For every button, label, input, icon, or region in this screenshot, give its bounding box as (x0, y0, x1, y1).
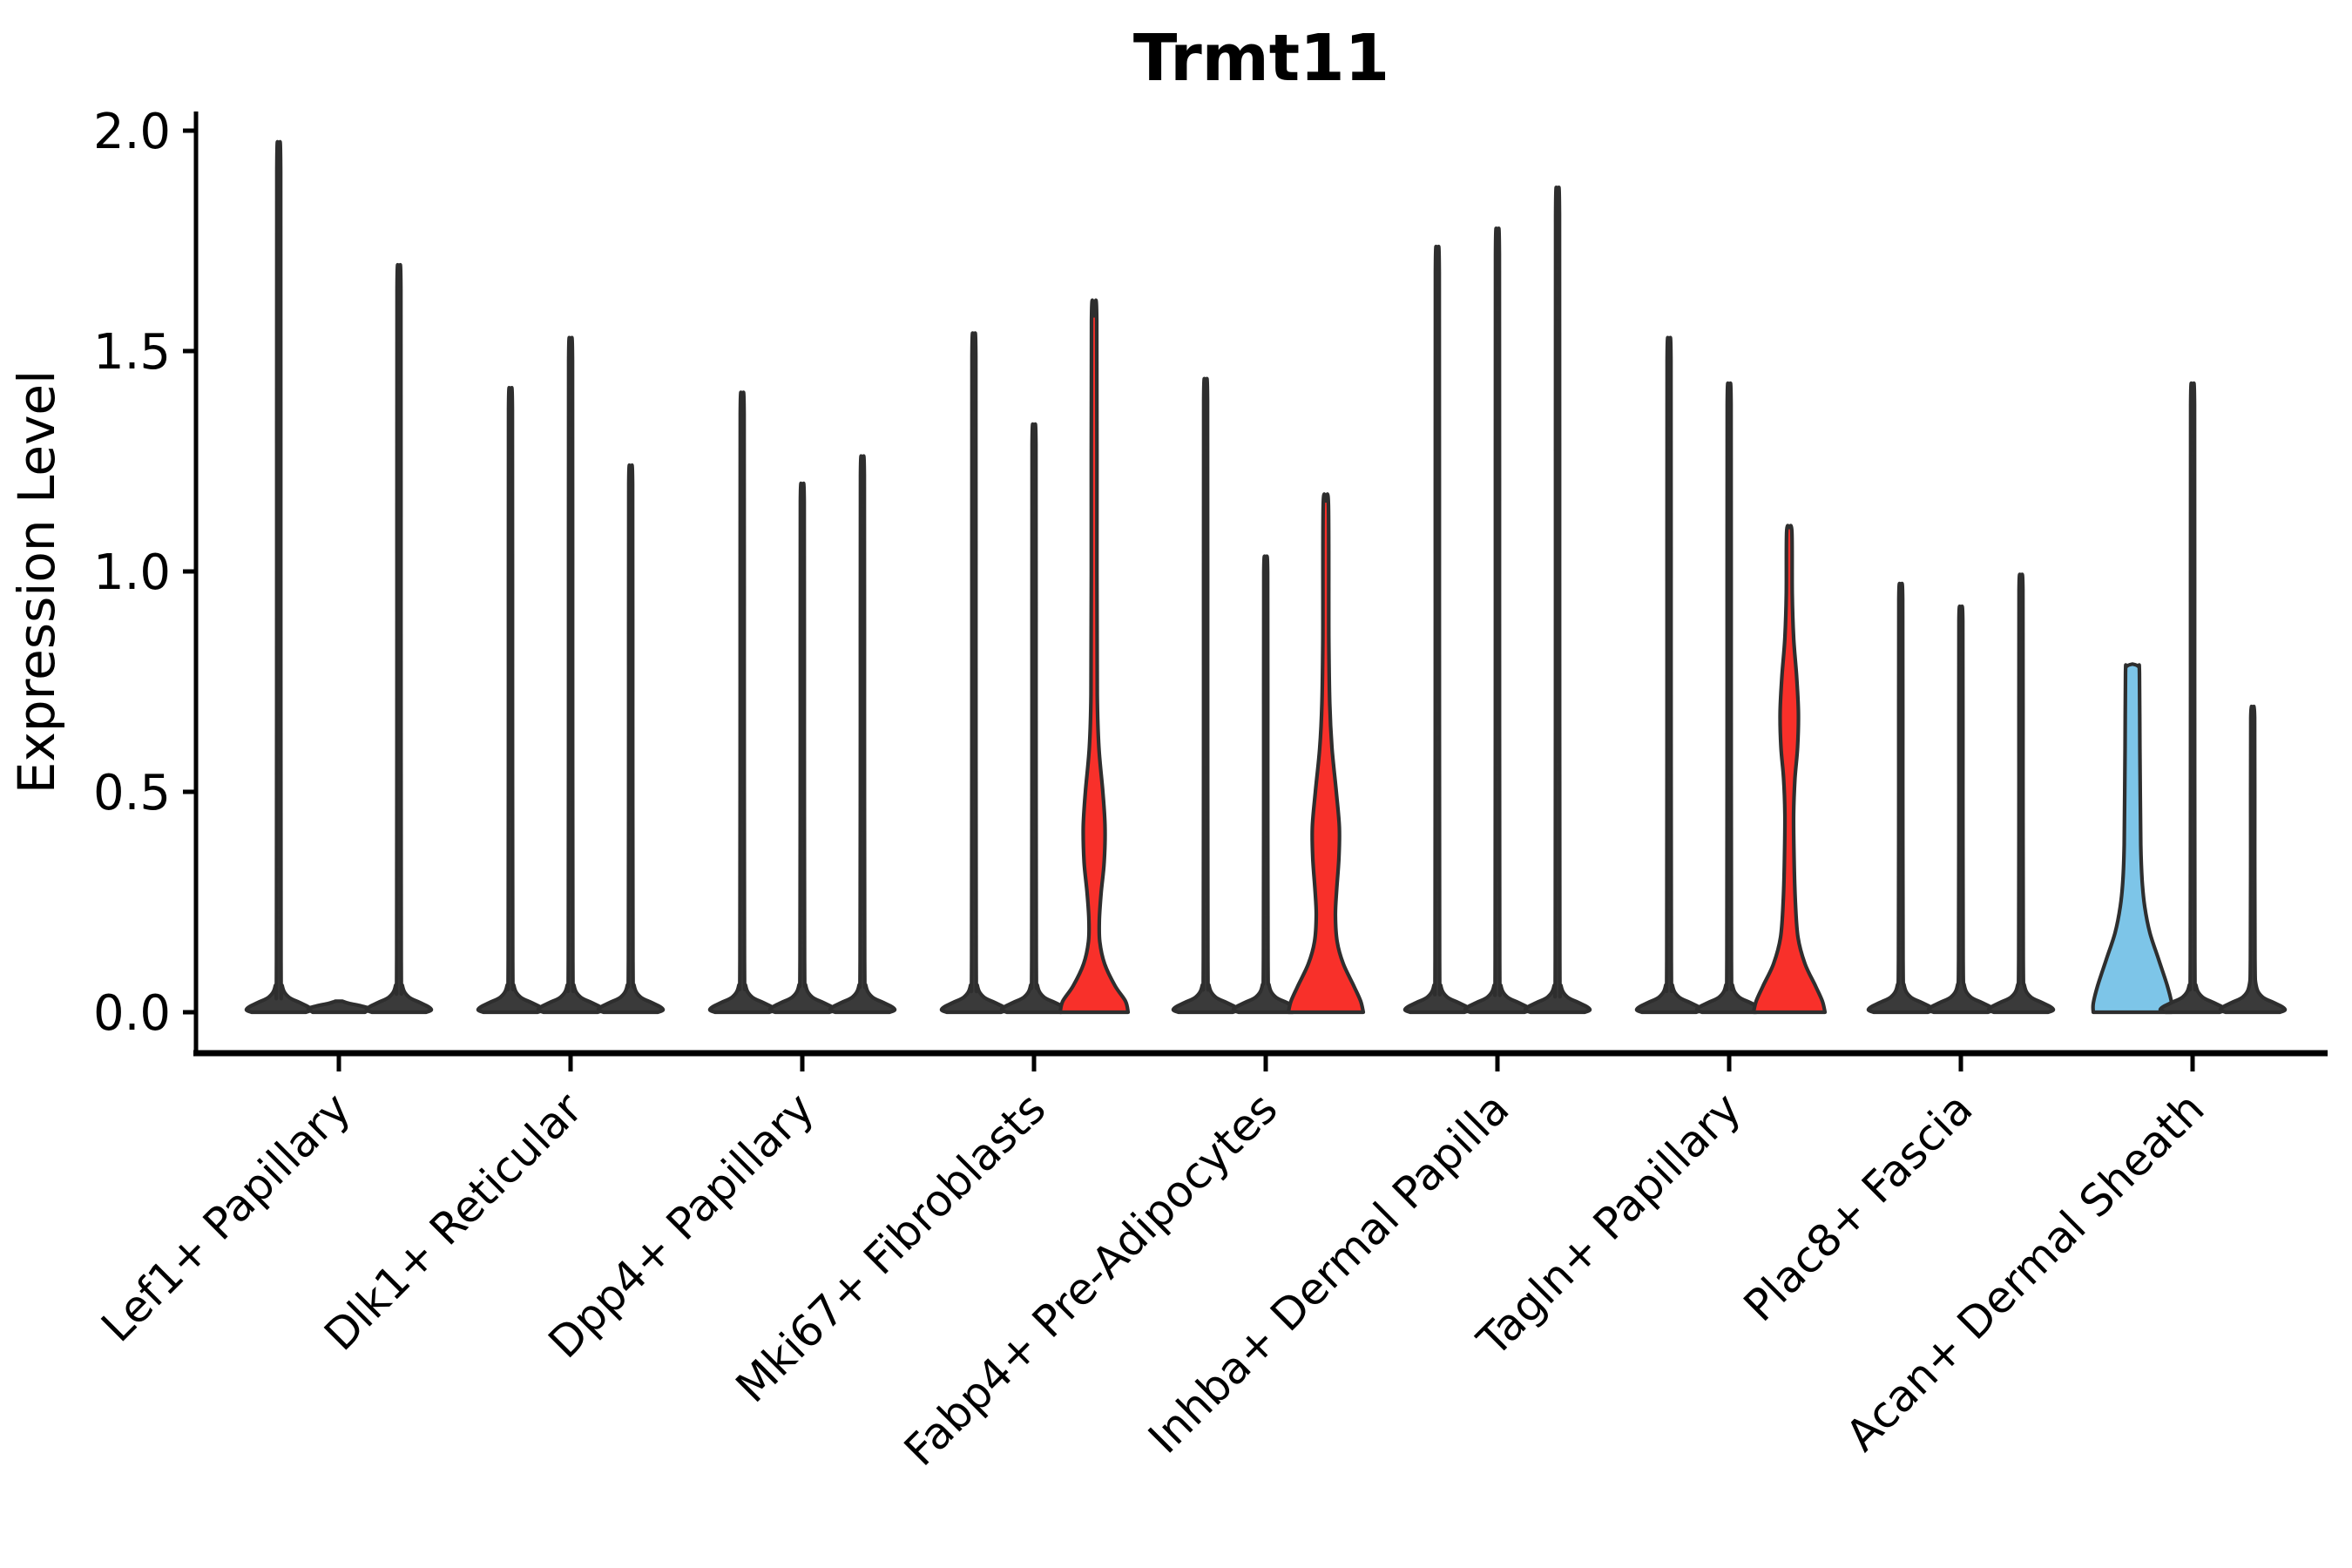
violin-g4-3 (1058, 298, 1131, 1015)
violin-g1-3 (364, 262, 434, 1015)
violin-g1-2 (306, 999, 372, 1015)
violin-g2-1 (476, 385, 545, 1015)
violin-g5-1 (1171, 376, 1240, 1015)
x-tick-label: Lef1+ Papillary (91, 1083, 360, 1351)
violin-g7-2 (1694, 381, 1764, 1015)
x-tick-label: Plac8+ Fascia (1734, 1083, 1983, 1331)
y-tick-label: 0.0 (93, 985, 171, 1042)
x-tick-label: Fabp4+ Pre-Adipocytes (895, 1083, 1288, 1476)
violin-g9-2 (2158, 381, 2227, 1015)
violin-g6-2 (1463, 226, 1532, 1015)
violin-g8-1 (1866, 581, 1936, 1015)
violin-g9-1 (2091, 662, 2174, 1015)
y-tick-label: 2.0 (93, 104, 171, 160)
y-axis-label: Expression Level (7, 370, 66, 794)
violin-g8-3 (1986, 572, 2056, 1015)
x-tick-label: Dlk1+ Reticular (314, 1083, 591, 1360)
y-tick-label: 1.5 (93, 324, 171, 381)
violin-g6-1 (1402, 244, 1472, 1015)
y-tick-label: 1.0 (93, 544, 171, 601)
violin-g2-3 (596, 463, 666, 1015)
violin-g2-2 (536, 335, 605, 1015)
violin-g6-3 (1523, 186, 1592, 1015)
violin-g9-3 (2218, 704, 2288, 1015)
chart-title: Trmt11 (1133, 21, 1389, 96)
violin-g4-1 (939, 331, 1009, 1015)
violin-g3-1 (707, 390, 777, 1015)
violin-g5-2 (1231, 554, 1301, 1015)
violin-g3-2 (767, 481, 837, 1015)
violin-g8-2 (1926, 605, 1996, 1015)
violin-g1-1 (244, 139, 314, 1015)
y-tick-label: 0.5 (93, 765, 171, 821)
violin-g7-1 (1634, 335, 1704, 1015)
violin-g4-2 (999, 422, 1069, 1015)
violin-g7-3 (1751, 524, 1828, 1015)
violin-g3-3 (828, 454, 897, 1015)
violin-g5-3 (1286, 492, 1366, 1015)
